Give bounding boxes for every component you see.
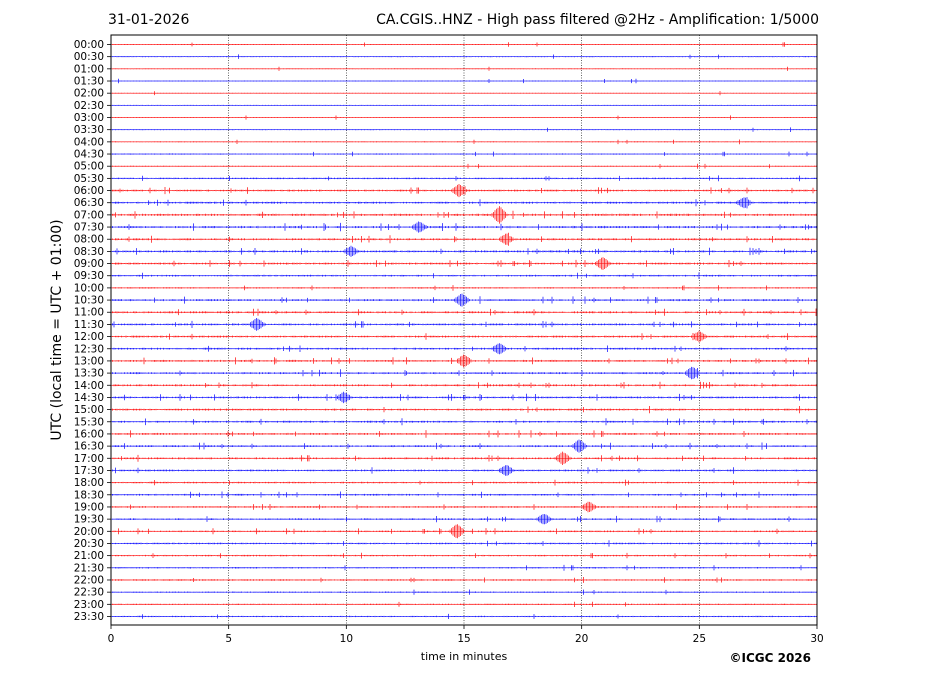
- y-tick-label: 16:30: [74, 441, 104, 453]
- y-tick-label: 07:00: [74, 209, 104, 221]
- y-tick-label: 15:30: [74, 416, 104, 428]
- y-tick-label: 15:00: [74, 404, 104, 416]
- chart-title: CA.CGIS..HNZ - High pass filtered @2Hz -…: [376, 12, 819, 28]
- y-tick-label: 18:00: [74, 477, 104, 489]
- y-tick-label: 01:30: [74, 76, 104, 88]
- copyright-text: ©ICGC 2026: [729, 651, 811, 665]
- x-axis-label: time in minutes: [420, 650, 508, 663]
- y-tick-label: 14:30: [74, 392, 104, 404]
- y-tick-label: 09:30: [74, 270, 104, 282]
- y-tick-label: 01:00: [74, 63, 104, 75]
- y-tick-label: 10:00: [74, 282, 104, 294]
- y-tick-label: 05:00: [74, 161, 104, 173]
- y-tick-label: 02:30: [74, 100, 104, 112]
- x-tick-label: 10: [340, 633, 353, 645]
- y-tick-label: 10:30: [74, 295, 104, 307]
- y-tick-label: 20:30: [74, 538, 104, 550]
- trace-rows: [110, 42, 817, 619]
- x-tick-label: 15: [457, 633, 470, 645]
- grid-lines: [228, 35, 700, 625]
- y-tick-label: 09:00: [74, 258, 104, 270]
- y-tick-label: 17:30: [74, 465, 104, 477]
- y-tick-label: 22:00: [74, 574, 104, 586]
- y-tick-label: 00:30: [74, 51, 104, 63]
- y-tick-label: 18:30: [74, 489, 104, 501]
- y-tick-label: 13:00: [74, 355, 104, 367]
- y-tick-label: 05:30: [74, 173, 104, 185]
- y-tick-label: 19:00: [74, 501, 104, 513]
- y-tick-label: 07:30: [74, 222, 104, 234]
- y-tick-label: 19:30: [74, 514, 104, 526]
- x-tick-label: 20: [575, 633, 588, 645]
- y-tick-label: 17:00: [74, 453, 104, 465]
- y-tick-label: 04:30: [74, 149, 104, 161]
- y-tick-label: 08:30: [74, 246, 104, 258]
- y-tick-label: 11:30: [74, 319, 104, 331]
- chart-date: 31-01-2026: [108, 12, 190, 28]
- y-tick-label: 06:30: [74, 197, 104, 209]
- y-tick-label: 03:30: [74, 124, 104, 136]
- y-tick-label: 16:00: [74, 428, 104, 440]
- y-axis-label: UTC (local time = UTC + 01:00): [49, 219, 65, 441]
- y-tick-label: 22:30: [74, 587, 104, 599]
- y-tick-label: 23:30: [74, 611, 104, 623]
- y-tick-labels: 00:0000:3001:0001:3002:0002:3003:0003:30…: [74, 39, 111, 623]
- y-tick-label: 08:00: [74, 234, 104, 246]
- y-tick-label: 12:30: [74, 343, 104, 355]
- y-tick-label: 04:00: [74, 136, 104, 148]
- y-tick-label: 00:00: [74, 39, 104, 51]
- y-tick-label: 14:00: [74, 380, 104, 392]
- x-tick-label: 25: [693, 633, 706, 645]
- x-tick-label: 5: [225, 633, 232, 645]
- y-tick-label: 03:00: [74, 112, 104, 124]
- y-tick-label: 12:00: [74, 331, 104, 343]
- x-tick-label: 30: [810, 633, 823, 645]
- y-tick-label: 11:00: [74, 307, 104, 319]
- y-tick-label: 06:00: [74, 185, 104, 197]
- y-tick-label: 13:30: [74, 368, 104, 380]
- y-tick-label: 21:00: [74, 550, 104, 562]
- y-tick-label: 21:30: [74, 562, 104, 574]
- x-tick-label: 0: [108, 633, 115, 645]
- y-tick-label: 20:00: [74, 526, 104, 538]
- x-tick-labels: 0 5 10 15 20 25 30: [108, 625, 824, 645]
- y-tick-label: 23:00: [74, 599, 104, 611]
- y-tick-label: 02:00: [74, 88, 104, 100]
